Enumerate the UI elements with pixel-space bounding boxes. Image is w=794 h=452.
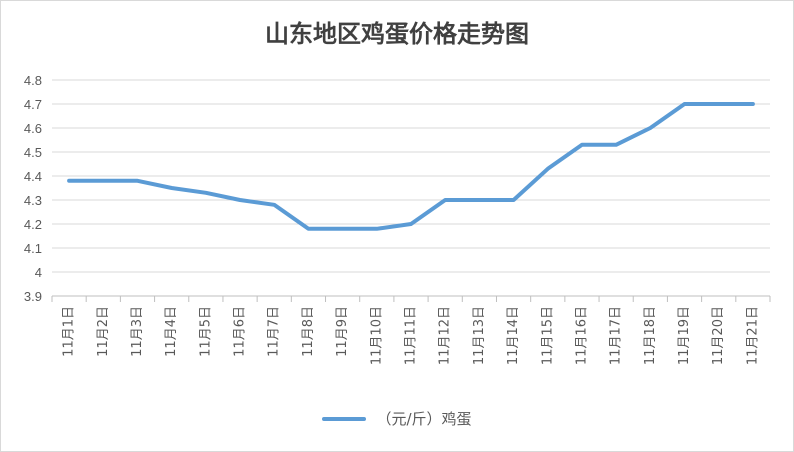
x-tick-label: 11月16日: [574, 306, 589, 365]
y-tick-label: 4.7: [24, 97, 42, 112]
x-tick-label: 11月19日: [677, 306, 692, 365]
x-tick-label: 11月10日: [369, 306, 384, 365]
grid-lines: [52, 79, 770, 297]
x-tick-label: 11月11日: [404, 306, 419, 365]
legend-swatch: [322, 416, 367, 421]
y-tick-label: 4.1: [24, 241, 42, 256]
x-tick-label: 11月21日: [745, 306, 760, 365]
x-tick-label: 11月15日: [540, 306, 555, 365]
y-tick-label: 4.3: [24, 193, 42, 208]
x-tick-label: 11月18日: [643, 306, 658, 365]
x-tick-label: 11月14日: [506, 306, 521, 365]
x-tick-label: 11月9日: [335, 306, 350, 357]
x-tick-label: 11月6日: [233, 306, 248, 357]
x-tick-label: 11月3日: [130, 306, 145, 357]
x-tick-label: 11月2日: [96, 306, 111, 357]
y-tick-label: 4.5: [24, 145, 42, 160]
y-tick-label: 4.4: [24, 169, 42, 184]
y-tick-label: 4: [35, 265, 42, 280]
x-tick-label: 11月12日: [438, 306, 453, 365]
x-tick-label: 11月7日: [267, 306, 282, 357]
y-tick-label: 4.6: [24, 121, 42, 136]
series-layer: [67, 102, 755, 231]
y-tick-label: 4.8: [24, 73, 42, 88]
x-tick-label: 11月5日: [198, 306, 213, 357]
x-tick-label: 11月4日: [164, 306, 179, 357]
chart-title: 山东地区鸡蛋价格走势图: [265, 20, 529, 48]
legend-label: （元/斤）鸡蛋: [376, 410, 472, 428]
x-tick-label: 11月8日: [301, 306, 316, 357]
y-tick-label: 3.9: [24, 289, 42, 304]
x-tick-label: 11月13日: [472, 306, 487, 365]
x-tick-label: 11月20日: [711, 306, 726, 365]
y-axis: 3.9 4 4.1 4.2 4.3 4.4 4.5 4.6 4.7 4.8: [24, 73, 42, 304]
y-tick-label: 4.2: [24, 217, 42, 232]
x-axis: 11月1日 11月2日 11月3日 11月4日 11月5日 11月6日 11月7日 11月8日…: [51, 296, 771, 365]
x-tick-label: 11月17日: [609, 306, 624, 365]
x-tick-label: 11月1日: [62, 306, 77, 357]
legend: （元/斤）鸡蛋: [0, 408, 794, 429]
series-line: [67, 102, 755, 231]
